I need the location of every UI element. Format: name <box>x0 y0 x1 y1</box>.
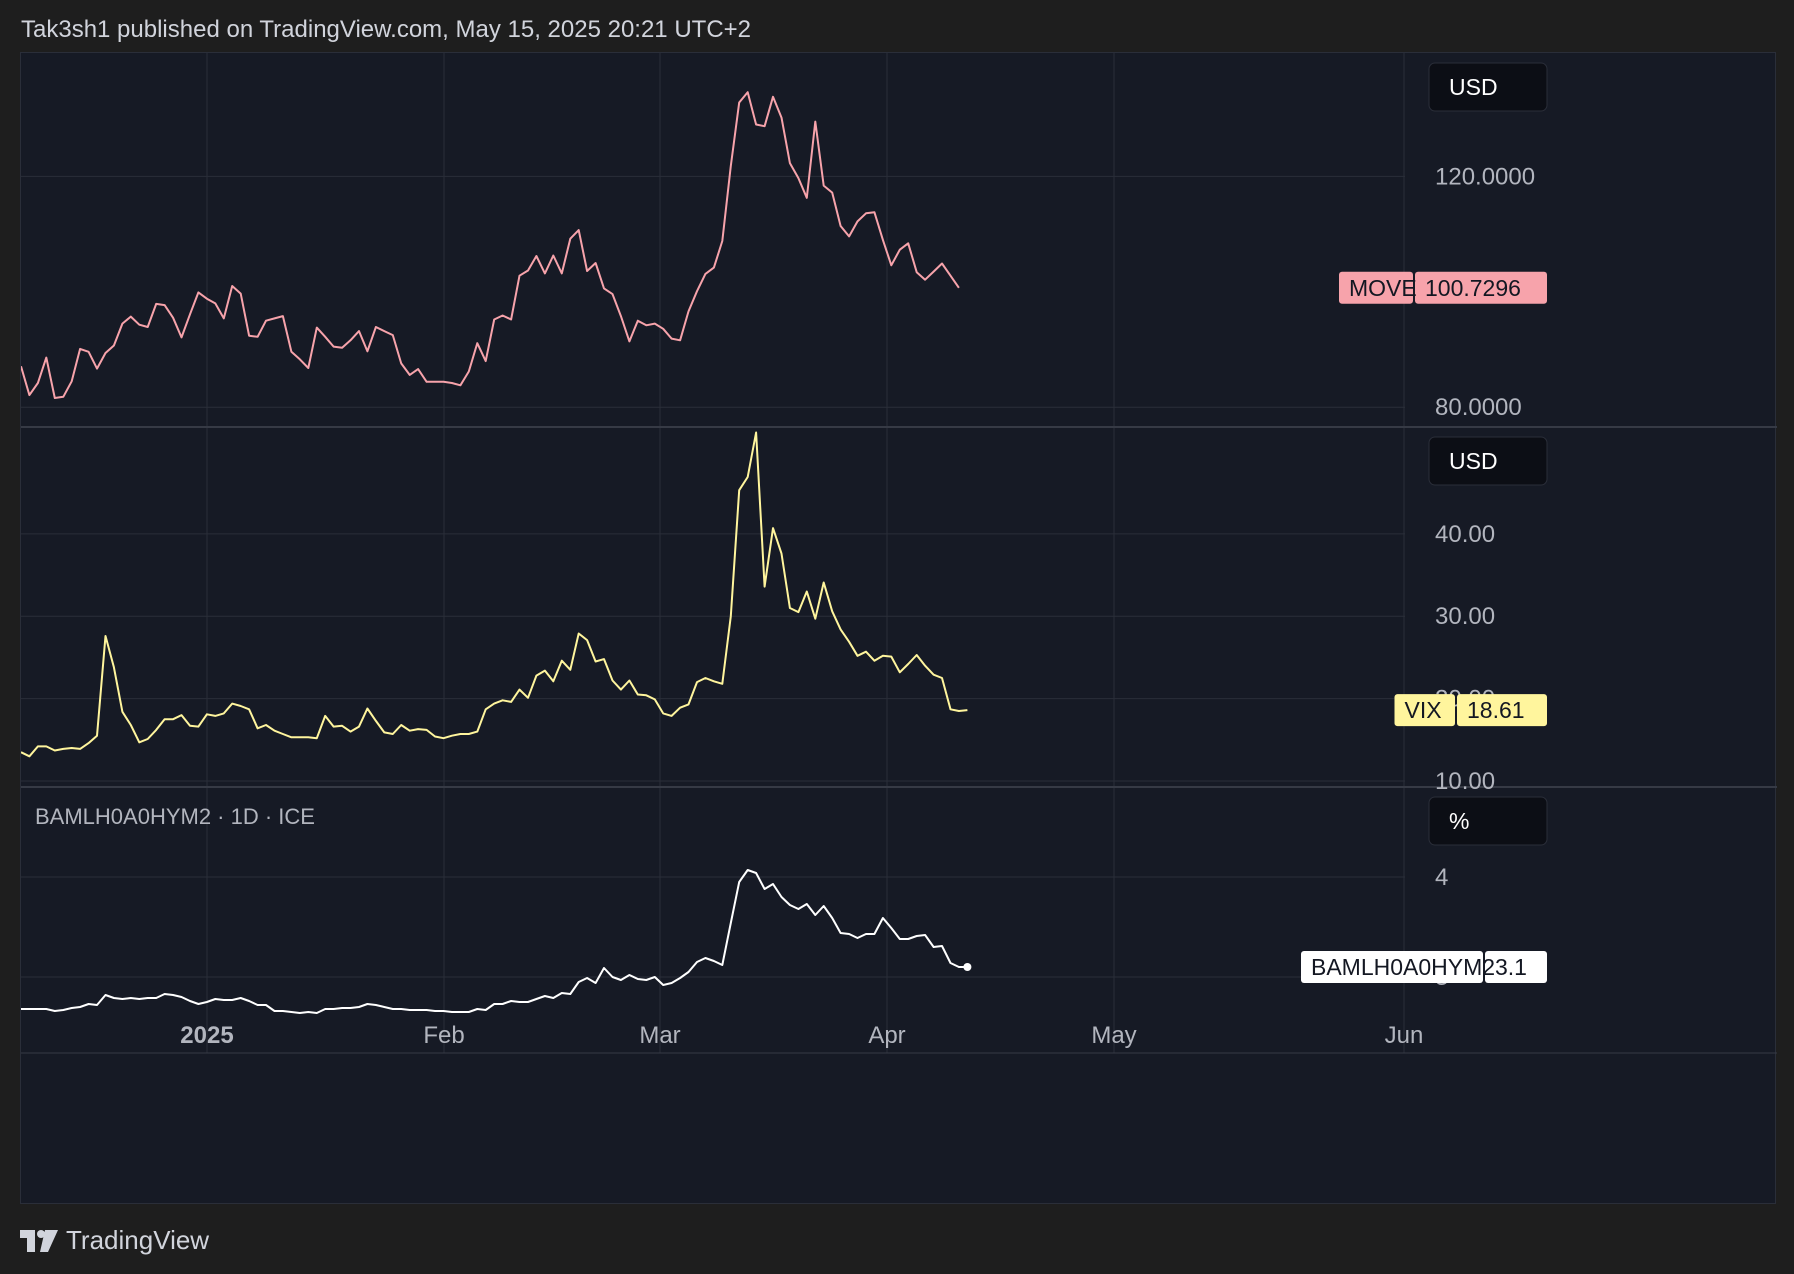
hy-last-point-marker <box>963 963 972 971</box>
y-tick-label: 40.00 <box>1435 521 1495 548</box>
move-last-value-badge <box>1415 271 1547 304</box>
vix-currency-button[interactable] <box>1428 436 1548 486</box>
vix-series-name-badge <box>1394 694 1455 727</box>
y-tick-label: 80.0000 <box>1435 394 1522 421</box>
hy-currency-button[interactable] <box>1428 796 1548 846</box>
x-tick-label: Mar <box>639 1022 680 1049</box>
vix-series-line <box>20 431 968 758</box>
y-tick-label: 10.00 <box>1435 768 1495 795</box>
y-tick-label: 30.00 <box>1435 603 1495 630</box>
move-series-name-badge <box>1339 271 1413 304</box>
y-tick-label: 120.0000 <box>1435 163 1535 190</box>
x-tick-label: Apr <box>868 1022 905 1049</box>
vix-currency-label: USD <box>1449 448 1498 474</box>
hy-pane-title: BAMLH0A0HYM2 · 1D · ICE <box>35 804 315 829</box>
footer: TradingView <box>20 1225 209 1256</box>
move-currency-label: USD <box>1449 74 1498 100</box>
hy-last-value-label: 3.1 <box>1495 954 1527 980</box>
tradingview-logo-icon <box>20 1229 58 1252</box>
vix-last-value-badge <box>1457 694 1547 727</box>
move-last-value-label: 100.7296 <box>1425 275 1521 301</box>
vix-series-name-label: VIX <box>1405 697 1442 723</box>
hy-last-value-badge <box>1485 951 1547 983</box>
footer-brand: TradingView <box>66 1225 210 1255</box>
move-series-line <box>20 91 960 399</box>
x-tick-label: Feb <box>423 1022 464 1049</box>
hy-series-name-badge <box>1301 951 1483 983</box>
x-tick-label: May <box>1091 1022 1136 1049</box>
move-series-name-label: MOVE <box>1349 275 1417 301</box>
publish-info: Tak3sh1 published on TradingView.com, Ma… <box>21 16 752 43</box>
y-tick-label: 4 <box>1435 864 1448 891</box>
hy-series-name-label: BAMLH0A0HYM2 <box>1311 954 1495 980</box>
vix-last-value-label: 18.61 <box>1467 697 1525 723</box>
x-tick-label: 2025 <box>180 1022 233 1049</box>
hy-series-line <box>21 869 968 1014</box>
move-currency-button[interactable] <box>1428 62 1548 112</box>
hy-currency-label: % <box>1449 808 1469 834</box>
x-tick-label: Jun <box>1385 1022 1424 1049</box>
chart-area[interactable]: 2025 Feb Mar Apr May Jun 120.0000 80.0000 40.00 3… <box>20 52 1777 1205</box>
chart-svg[interactable]: 2025 Feb Mar Apr May Jun 120.0000 80.0000 40.00 3… <box>20 53 1777 1205</box>
